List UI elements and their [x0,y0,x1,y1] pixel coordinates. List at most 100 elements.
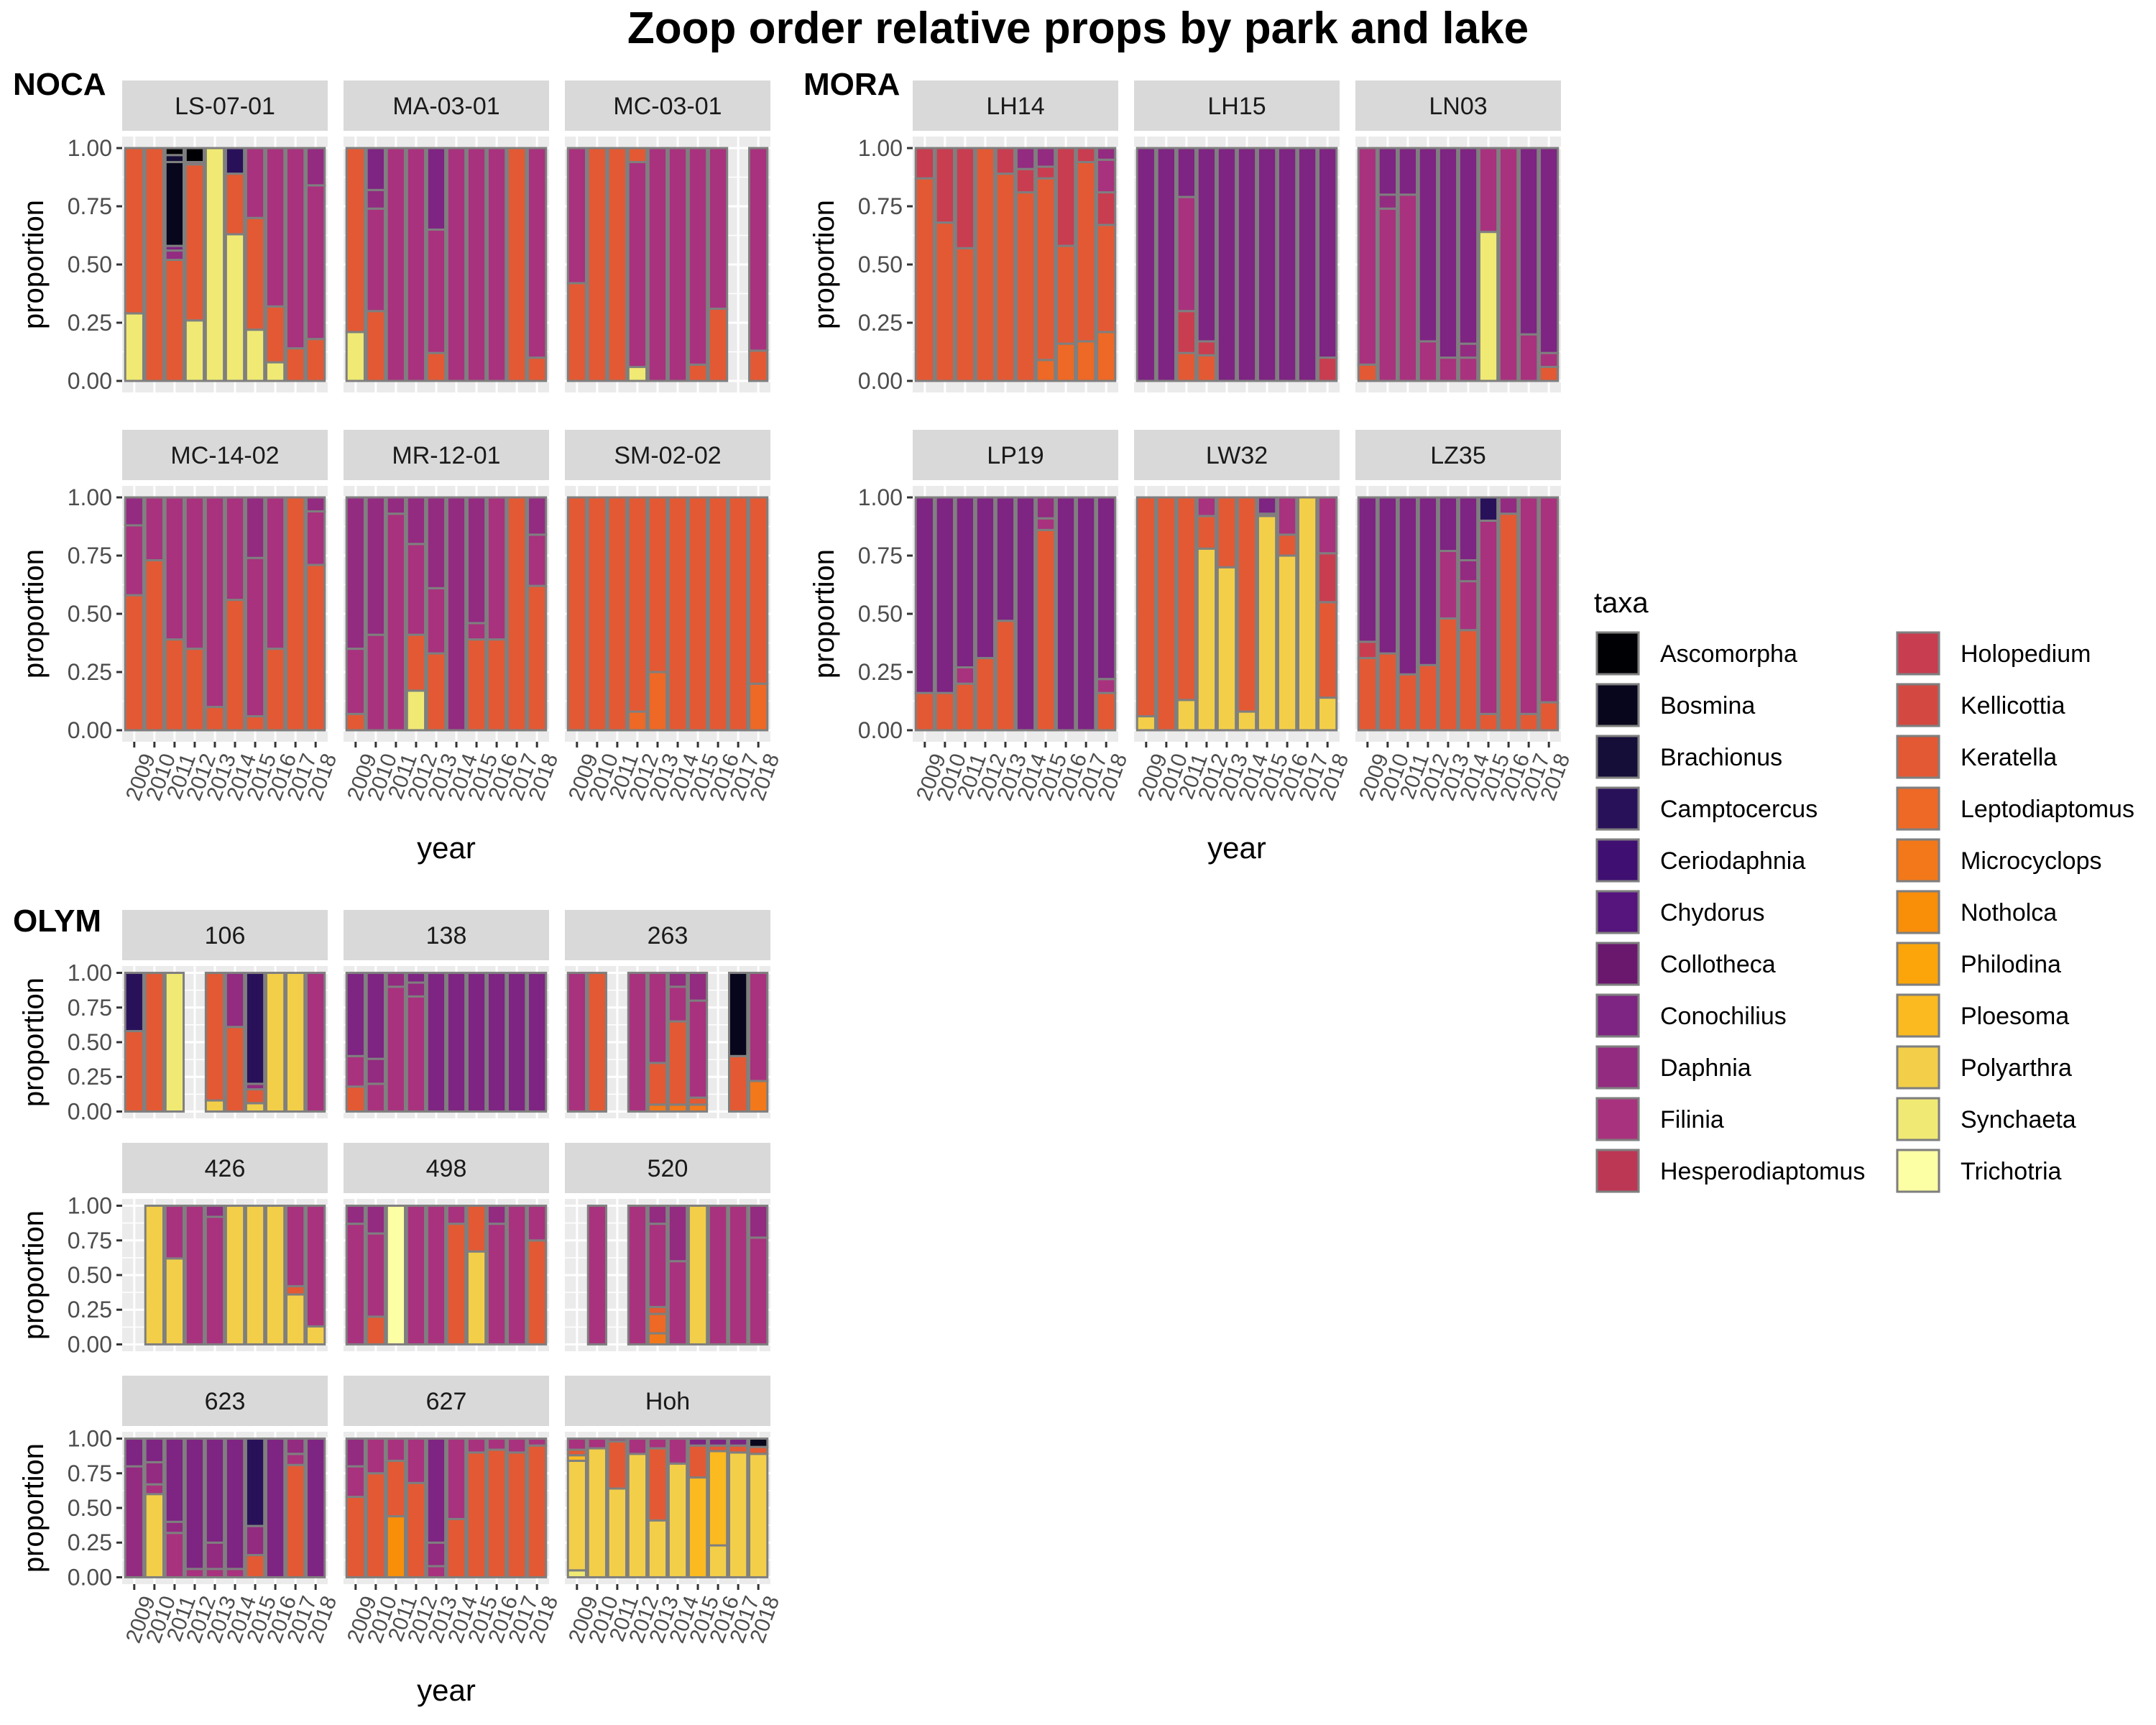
y-tick-label: 0.25 [68,659,112,685]
bar-segment [507,1205,528,1346]
bar-segment [667,1462,688,1578]
bar-segment [1437,617,1459,732]
y-tick-label: 0.00 [858,368,903,394]
bar-segment [285,1293,306,1346]
legend-item: Ceriodaphnia [1595,838,1805,883]
bar-segment [667,1020,688,1106]
bar-segment [1397,496,1419,676]
bar-segment [446,1223,467,1346]
legend-label: Ascomorpha [1660,640,1797,668]
bar-segment [285,496,306,732]
bar-segment [607,147,628,382]
facet-strip [565,1143,770,1193]
bar-segment [425,652,447,732]
facet-panel: 263 [565,910,770,1118]
bar-segment [446,1438,467,1520]
bar-segment [527,584,548,732]
bar-segment [586,1447,607,1578]
facet-panel: 106 0.00 0.25 0.50 0.75 1.00 [68,910,328,1124]
bar-segment [627,496,648,713]
bar-segment [486,1223,507,1346]
bar-segment [1276,533,1298,557]
bar-segment [707,1544,729,1578]
y-tick-label: 1.00 [68,1426,112,1452]
facet-strip-label: 627 [426,1388,467,1415]
bar-segment [1035,517,1056,531]
y-tick-label: 0.50 [68,601,112,627]
legend-key [1595,786,1640,831]
bar-segment [164,147,185,157]
bar-segment [748,1236,769,1346]
bar-segment [264,361,286,382]
bar-segment [365,1082,386,1113]
legend-label: Polyarthra [1961,1054,2072,1082]
bar-segment [224,172,246,236]
bar-segment [365,188,386,210]
bar-segment [365,972,386,1060]
bar-segment [1236,710,1258,732]
y-axis-title: proportion [18,549,50,678]
bar-segment [264,1205,286,1346]
bar-segment [144,558,165,732]
bar-segment [1076,147,1097,163]
bar-segment [405,147,427,382]
bar-segment [365,207,386,313]
legend-item: Daphnia [1595,1045,1751,1090]
y-axis-title: proportion [18,1210,50,1340]
bar-segment [607,1440,628,1490]
legend-key [1896,683,1940,727]
bar-segment [244,1554,266,1578]
bar-segment [687,496,709,732]
bar-segment [728,1438,749,1447]
bar-segment [425,228,447,354]
bar-segment [446,496,467,732]
bar-segment [264,648,286,732]
bar-segment [244,1102,266,1113]
bar-segment [204,1568,226,1578]
facet-panel: SM-02-0220092010201120122013201420152016… [564,430,784,804]
facet-strip-label: LH14 [986,93,1044,120]
bar-segment [385,985,407,1113]
facet-strip-label: 426 [205,1155,246,1182]
bar-segment [305,184,326,341]
bar-segment [164,1520,185,1535]
bar-segment [1176,310,1197,354]
bar-segment [1539,351,1560,369]
bar-segment [184,1205,206,1346]
bar-segment [1035,165,1056,180]
bar-segment [425,147,447,231]
bar-segment [1035,496,1056,520]
bar-segment [486,1438,507,1451]
bar-segment [647,1223,668,1308]
y-tick-label: 1.00 [68,484,112,510]
legend-key [1595,1045,1640,1090]
bar-segment [627,366,648,382]
bar-segment [144,972,165,1113]
bar-segment [914,496,935,694]
bar-segment [164,1257,185,1346]
bar-segment [586,1438,607,1450]
legend-key [1896,993,1940,1038]
legend-label: Ploesoma [1961,1003,2069,1030]
bar-segment [164,1532,185,1578]
bar-segment [184,319,206,382]
bar-segment [954,496,976,669]
bar-segment [914,691,935,732]
bar-segment [486,972,507,1113]
bar-segment [224,972,246,1029]
legend-key [1595,942,1640,986]
facet-strip [122,1376,328,1426]
bar-segment [1417,663,1439,732]
bar-segment [1357,363,1378,382]
y-tick-label: 0.50 [68,1029,112,1055]
bar-segment [1096,224,1117,334]
bar-segment [365,147,386,191]
bar-segment [224,1205,246,1346]
bar-segment [1096,147,1117,161]
bar-segment [345,1496,366,1578]
y-tick-label: 0.75 [68,995,112,1021]
park-label-mora: MORA [803,67,900,102]
bar-segment [204,1541,226,1570]
legend-label: Notholca [1961,899,2057,926]
bar-segment [425,1205,447,1346]
